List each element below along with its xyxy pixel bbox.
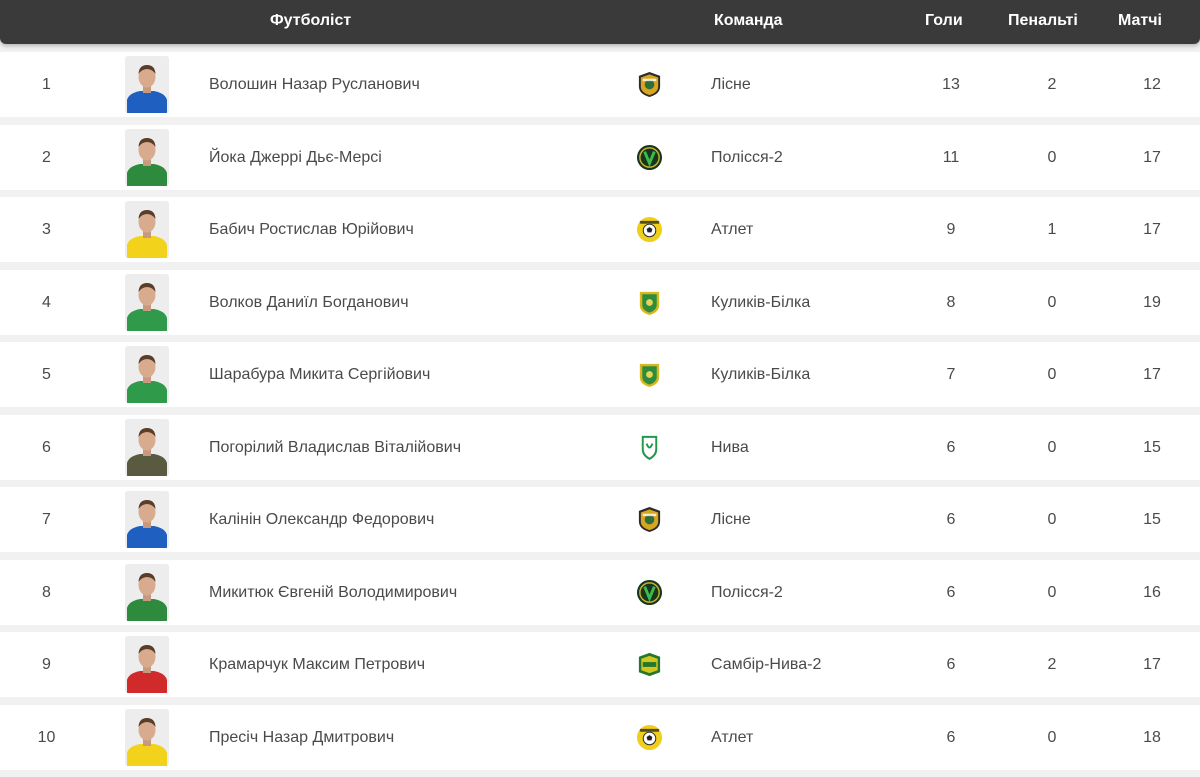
team-name[interactable]: Лісне [711, 511, 751, 528]
player-name[interactable]: Крамарчук Максим Петрович [209, 656, 426, 673]
rank: 3 [42, 221, 51, 238]
goals-value: 13 [942, 76, 960, 93]
table-row[interactable]: 7 Калінін Олександр Федорович Лісне 6 0 15 [0, 487, 1200, 552]
team-logo-icon[interactable] [636, 651, 663, 678]
penalties-value: 0 [1047, 366, 1057, 383]
table-row[interactable]: 4 Волков Даниїл Богданович Куликів-Білка 8 0… [0, 269, 1200, 335]
team-logo-icon[interactable] [636, 289, 663, 316]
team-name[interactable]: Атлет [711, 221, 754, 238]
rank: 8 [42, 583, 51, 601]
penalties-value: 2 [1047, 76, 1057, 93]
penalties-value: 0 [1047, 583, 1057, 601]
scorers-table-body: 1 Волошин Назар Русланович Лісне 13 2 12 2 Йока… [0, 52, 1200, 777]
player-photo[interactable] [125, 273, 169, 331]
matches-value: 18 [1143, 728, 1161, 746]
player-photo[interactable] [125, 708, 169, 766]
penalties-value: 0 [1047, 511, 1057, 528]
matches-value: 15 [1143, 511, 1161, 528]
player-photo[interactable] [125, 636, 169, 693]
goals-value: 8 [946, 293, 956, 311]
goals-value: 7 [946, 366, 956, 383]
goals-value: 11 [942, 148, 960, 166]
player-name[interactable]: Погорілий Владислав Віталійович [209, 438, 462, 456]
team-name[interactable]: Атлет [711, 728, 754, 746]
goals-value: 6 [946, 511, 956, 528]
team-name[interactable]: Самбір-Нива-2 [711, 656, 822, 673]
player-name[interactable]: Калінін Олександр Федорович [209, 511, 435, 528]
team-name[interactable]: Куликів-Білка [711, 366, 811, 383]
penalties-value: 0 [1047, 148, 1057, 166]
team-name[interactable]: Полісся-2 [711, 583, 783, 601]
rank: 7 [42, 511, 51, 528]
player-name[interactable]: Йока Джеррі Дьє-Мерсі [209, 148, 382, 166]
goals-value: 6 [946, 728, 956, 746]
team-logo-icon[interactable] [636, 144, 663, 171]
penalties-value: 0 [1047, 728, 1057, 746]
player-name[interactable]: Пресіч Назар Дмитрович [209, 728, 395, 746]
player-name[interactable]: Волков Даниїл Богданович [209, 293, 409, 311]
table-row[interactable]: 10 Пресіч Назар Дмитрович Атлет 6 0 18 [0, 704, 1200, 770]
matches-value: 17 [1143, 148, 1161, 166]
matches-value: 12 [1143, 76, 1161, 93]
table-row[interactable]: 2 Йока Джеррі Дьє-Мерсі Полісся-2 11 0 17 [0, 124, 1200, 190]
column-header-matches[interactable]: Матчі [1118, 12, 1162, 29]
penalties-value: 1 [1047, 221, 1057, 238]
column-header-team[interactable]: Команда [714, 12, 783, 29]
player-photo[interactable] [125, 128, 169, 186]
team-logo-icon[interactable] [636, 71, 663, 98]
column-header-penalties[interactable]: Пенальті [1008, 12, 1078, 29]
matches-value: 15 [1143, 438, 1161, 456]
table-row[interactable]: 3 Бабич Ростислав Юрійович Атлет 9 1 17 [0, 197, 1200, 262]
team-logo-icon[interactable] [636, 361, 663, 388]
matches-value: 16 [1143, 583, 1161, 601]
team-logo-icon[interactable] [636, 216, 663, 243]
player-name[interactable]: Микитюк Євгеній Володимирович [209, 583, 458, 601]
player-photo[interactable] [125, 418, 169, 476]
table-row[interactable]: 9 Крамарчук Максим Петрович Самбір-Нива-2 6… [0, 632, 1200, 697]
penalties-value: 2 [1047, 656, 1057, 673]
table-row[interactable]: 6 Погорілий Владислав Віталійович Нива 6 0 15 [0, 414, 1200, 480]
matches-value: 19 [1143, 293, 1161, 311]
team-logo-icon[interactable] [636, 506, 663, 533]
player-name[interactable]: Бабич Ростислав Юрійович [209, 221, 414, 238]
rank: 4 [42, 293, 51, 311]
player-name[interactable]: Шарабура Микита Сергійович [209, 366, 431, 383]
team-name[interactable]: Полісся-2 [711, 148, 783, 166]
team-logo-icon[interactable] [636, 434, 663, 461]
player-name[interactable]: Волошин Назар Русланович [209, 76, 420, 93]
player-photo[interactable] [125, 346, 169, 403]
table-row[interactable]: 8 Микитюк Євгеній Володимирович Полісся-2 6… [0, 559, 1200, 625]
penalties-value: 0 [1047, 293, 1057, 311]
goals-value: 6 [946, 583, 956, 601]
column-header-goals[interactable]: Голи [925, 12, 963, 29]
column-header-player[interactable]: Футболіст [270, 12, 352, 29]
player-photo[interactable] [125, 201, 169, 258]
rank: 5 [42, 366, 51, 383]
team-name[interactable]: Нива [711, 438, 749, 456]
player-photo[interactable] [125, 563, 169, 621]
goals-value: 6 [946, 438, 956, 456]
rank: 6 [42, 438, 51, 456]
table-row[interactable]: 1 Волошин Назар Русланович Лісне 13 2 12 [0, 52, 1200, 117]
player-photo[interactable] [125, 491, 169, 548]
player-photo[interactable] [125, 56, 169, 113]
rank: 9 [42, 656, 51, 673]
goals-value: 9 [946, 221, 956, 238]
table-header: Футболіст Команда Голи Пенальті Матчі [0, 0, 1200, 44]
goals-value: 6 [946, 656, 956, 673]
team-name[interactable]: Лісне [711, 76, 751, 93]
team-logo-icon[interactable] [636, 579, 663, 606]
rank: 1 [42, 76, 51, 93]
penalties-value: 0 [1047, 438, 1057, 456]
matches-value: 17 [1143, 366, 1161, 383]
table-row[interactable]: 5 Шарабура Микита Сергійович Куликів-Білка… [0, 342, 1200, 407]
rank: 10 [37, 728, 56, 746]
team-name[interactable]: Куликів-Білка [711, 293, 811, 311]
team-logo-icon[interactable] [636, 724, 663, 751]
matches-value: 17 [1143, 656, 1161, 673]
rank: 2 [42, 148, 51, 166]
matches-value: 17 [1143, 221, 1161, 238]
